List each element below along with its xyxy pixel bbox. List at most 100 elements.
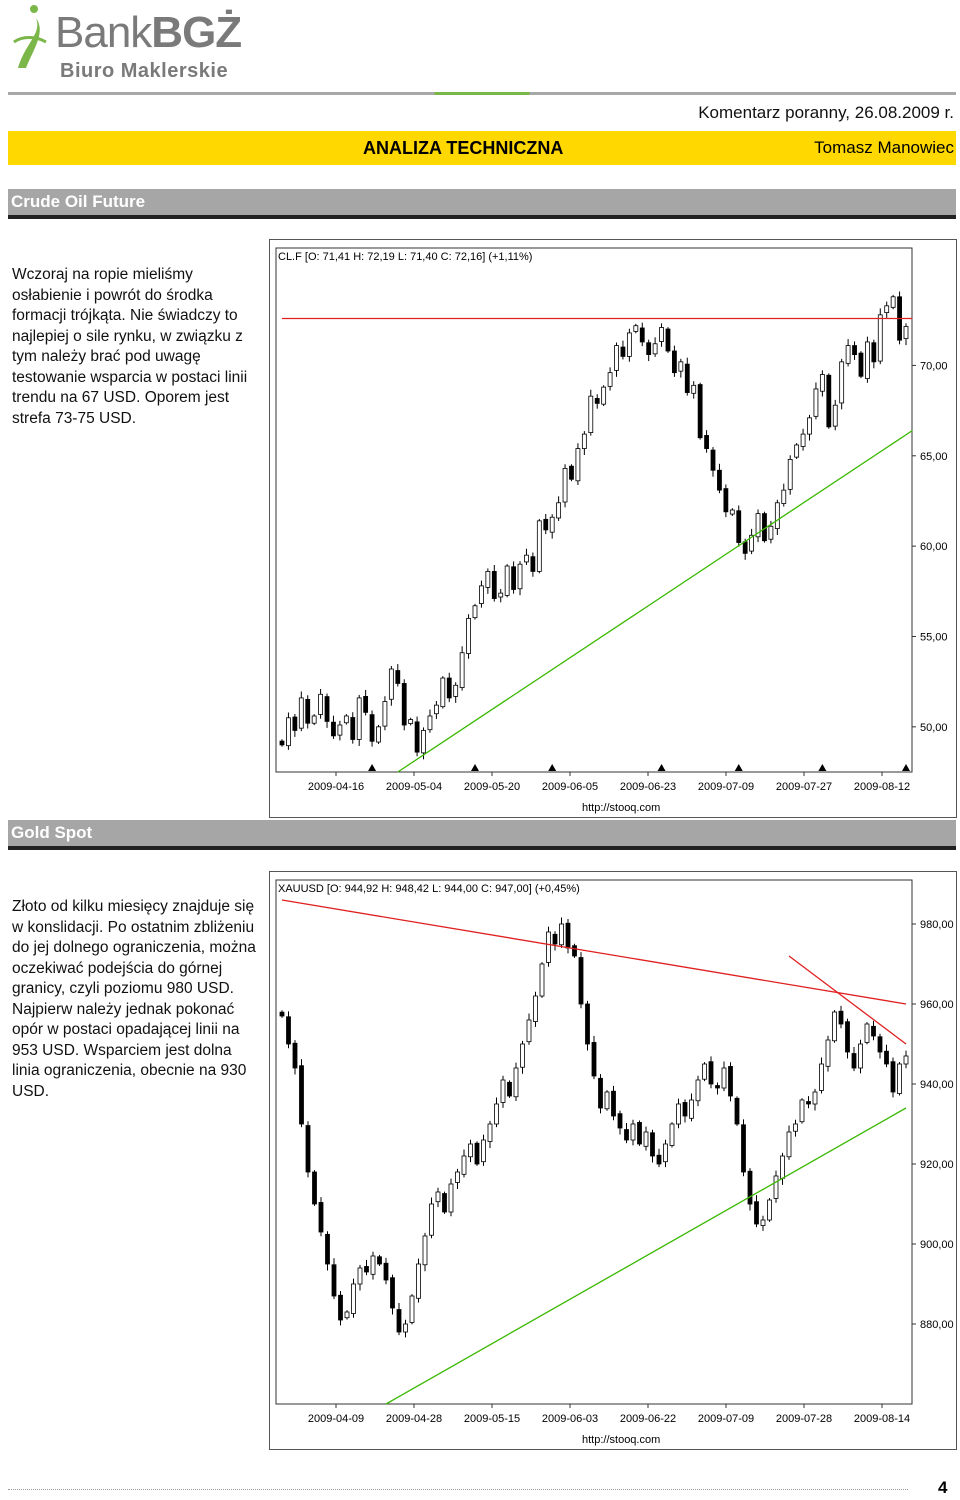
candle-body — [807, 417, 812, 435]
section-header-gold: Gold Spot — [8, 820, 956, 850]
candle-body — [530, 556, 536, 572]
y-tick-label: 70,00 — [920, 360, 948, 372]
candle-body — [338, 1294, 343, 1321]
candle-body — [556, 502, 562, 519]
candle-body — [382, 701, 388, 727]
trend-line-upper-resistance — [281, 899, 907, 1005]
candle-body — [279, 1011, 285, 1017]
header-divider — [8, 92, 956, 95]
candle-body — [897, 1063, 902, 1094]
candle-body — [318, 1202, 324, 1233]
candle-body — [773, 1175, 779, 1199]
chart-legend: CL.F [O: 71,41 H: 72,19 L: 71,40 C: 72,1… — [278, 251, 532, 263]
trend-line-trend — [397, 429, 913, 773]
y-tick-label: 980,00 — [920, 919, 954, 931]
candle-body — [652, 343, 658, 355]
candle-body — [344, 1311, 350, 1319]
candle-body — [678, 361, 684, 372]
plot-frame — [275, 879, 913, 1405]
candle-body — [390, 1277, 395, 1309]
candle-body — [312, 1171, 317, 1205]
candle-body — [351, 1283, 356, 1314]
candle-body — [585, 1003, 590, 1045]
candle-body — [565, 922, 571, 949]
candle-body — [442, 1193, 447, 1213]
candle-body — [325, 1233, 330, 1265]
candle-body — [760, 1219, 766, 1226]
event-marker — [818, 764, 827, 771]
x-tick-label: 2009-07-09 — [698, 1413, 754, 1425]
candle-body — [446, 677, 452, 699]
y-tick-label: 55,00 — [920, 631, 948, 643]
x-tick-label: 2009-05-04 — [386, 781, 442, 793]
candle-body — [630, 1123, 636, 1141]
candle-body — [543, 518, 549, 531]
title-band — [8, 131, 956, 165]
candle-body — [832, 1011, 837, 1042]
candle-body — [672, 350, 677, 374]
x-tick-label: 2009-06-05 — [542, 781, 598, 793]
candle-body — [298, 697, 304, 729]
chart-source: http://stooq.com — [582, 1434, 660, 1446]
candle-body — [601, 386, 607, 405]
candle-body — [786, 1131, 792, 1158]
candle-body — [286, 1016, 291, 1045]
x-tick-label: 2009-08-12 — [854, 781, 910, 793]
x-tick-label: 2009-07-27 — [776, 781, 832, 793]
report-date: Komentarz poranny, 26.08.2009 r. — [698, 103, 954, 122]
candle-body — [331, 1264, 337, 1297]
candle-body — [864, 1023, 870, 1043]
candle-body — [466, 618, 471, 654]
candle-body — [500, 1079, 506, 1103]
x-tick-label: 2009-06-03 — [542, 1413, 598, 1425]
candle-body — [433, 704, 439, 715]
candle-body — [858, 352, 864, 377]
candle-body — [533, 995, 538, 1022]
candle-body — [704, 435, 709, 449]
candle-body — [504, 565, 510, 596]
x-tick-label: 2009-06-23 — [620, 781, 676, 793]
candle-body — [562, 468, 568, 503]
candle-body — [646, 342, 652, 356]
y-tick-label: 920,00 — [920, 1159, 954, 1171]
candle-body — [468, 1143, 473, 1158]
candle-body — [408, 719, 414, 724]
candle-body — [813, 388, 819, 417]
candle-body — [826, 374, 832, 428]
event-marker — [657, 764, 666, 771]
candle-body — [479, 585, 484, 604]
crude-oil-chart-svg: CL.F [O: 71,41 H: 72,19 L: 71,40 C: 72,1… — [275, 247, 948, 814]
y-tick-label: 960,00 — [920, 999, 954, 1011]
candle-body — [369, 714, 375, 742]
y-tick-label: 60,00 — [920, 541, 948, 553]
candle-body — [793, 1123, 798, 1132]
candle-body — [459, 652, 465, 688]
candle-body — [884, 1050, 889, 1065]
candle-body — [511, 566, 516, 590]
candle-body — [524, 554, 529, 563]
candle-body — [845, 1021, 850, 1053]
candle-body — [520, 1043, 525, 1068]
candle-body — [682, 1102, 688, 1117]
candle-body — [448, 1183, 454, 1213]
candle-body — [767, 1199, 772, 1221]
candle-body — [311, 715, 317, 724]
y-tick-label: 50,00 — [920, 722, 948, 734]
candle-body — [852, 345, 857, 356]
candle-body — [812, 1091, 818, 1105]
trend-line-short-resistance — [788, 955, 907, 1045]
candle-body — [481, 1139, 486, 1163]
candle-body — [747, 1170, 753, 1205]
author: Tomasz Manowiec — [814, 138, 954, 157]
candle-body — [546, 931, 551, 963]
candle-body — [604, 1091, 610, 1110]
candle-body — [598, 1077, 603, 1109]
candle-body — [890, 1061, 896, 1093]
candle-body — [669, 1123, 675, 1146]
candle-body — [643, 1131, 649, 1147]
x-tick-label: 2009-08-14 — [854, 1413, 910, 1425]
candle-body — [350, 717, 356, 740]
candle-body — [890, 296, 896, 308]
candle-body — [279, 740, 285, 746]
page-number: 4 — [938, 1478, 948, 1497]
